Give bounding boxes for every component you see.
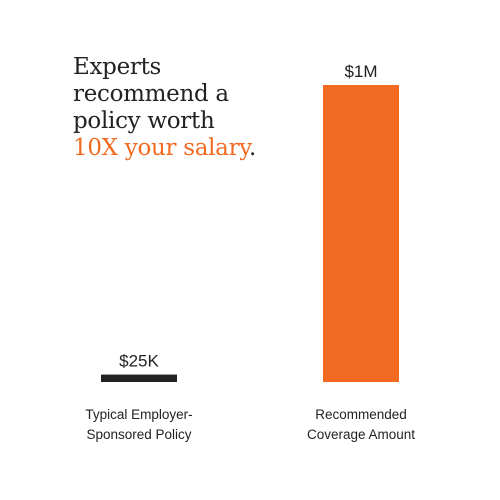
headline: Experts recommend a policy worth 10X you…	[73, 54, 293, 162]
headline-line-1: Experts	[73, 54, 162, 80]
headline-line-4: 10X your salary.	[73, 135, 293, 162]
data-label-1: $25K	[119, 352, 159, 371]
data-label-2: $1M	[344, 62, 377, 81]
headline-accent: 10X your salary	[73, 135, 249, 161]
category-label-1-line-2: Sponsored Policy	[86, 427, 191, 442]
category-label-1-line-1: Typical Employer-	[85, 407, 192, 422]
category-label-2-line-2: Coverage Amount	[307, 427, 415, 442]
headline-line-3: policy worth	[73, 108, 215, 134]
category-label-2-line-1: Recommended	[315, 407, 407, 422]
headline-period: .	[248, 135, 256, 161]
bar-2	[323, 85, 399, 382]
bar-1	[101, 374, 177, 382]
headline-line-2: recommend a	[73, 81, 229, 107]
